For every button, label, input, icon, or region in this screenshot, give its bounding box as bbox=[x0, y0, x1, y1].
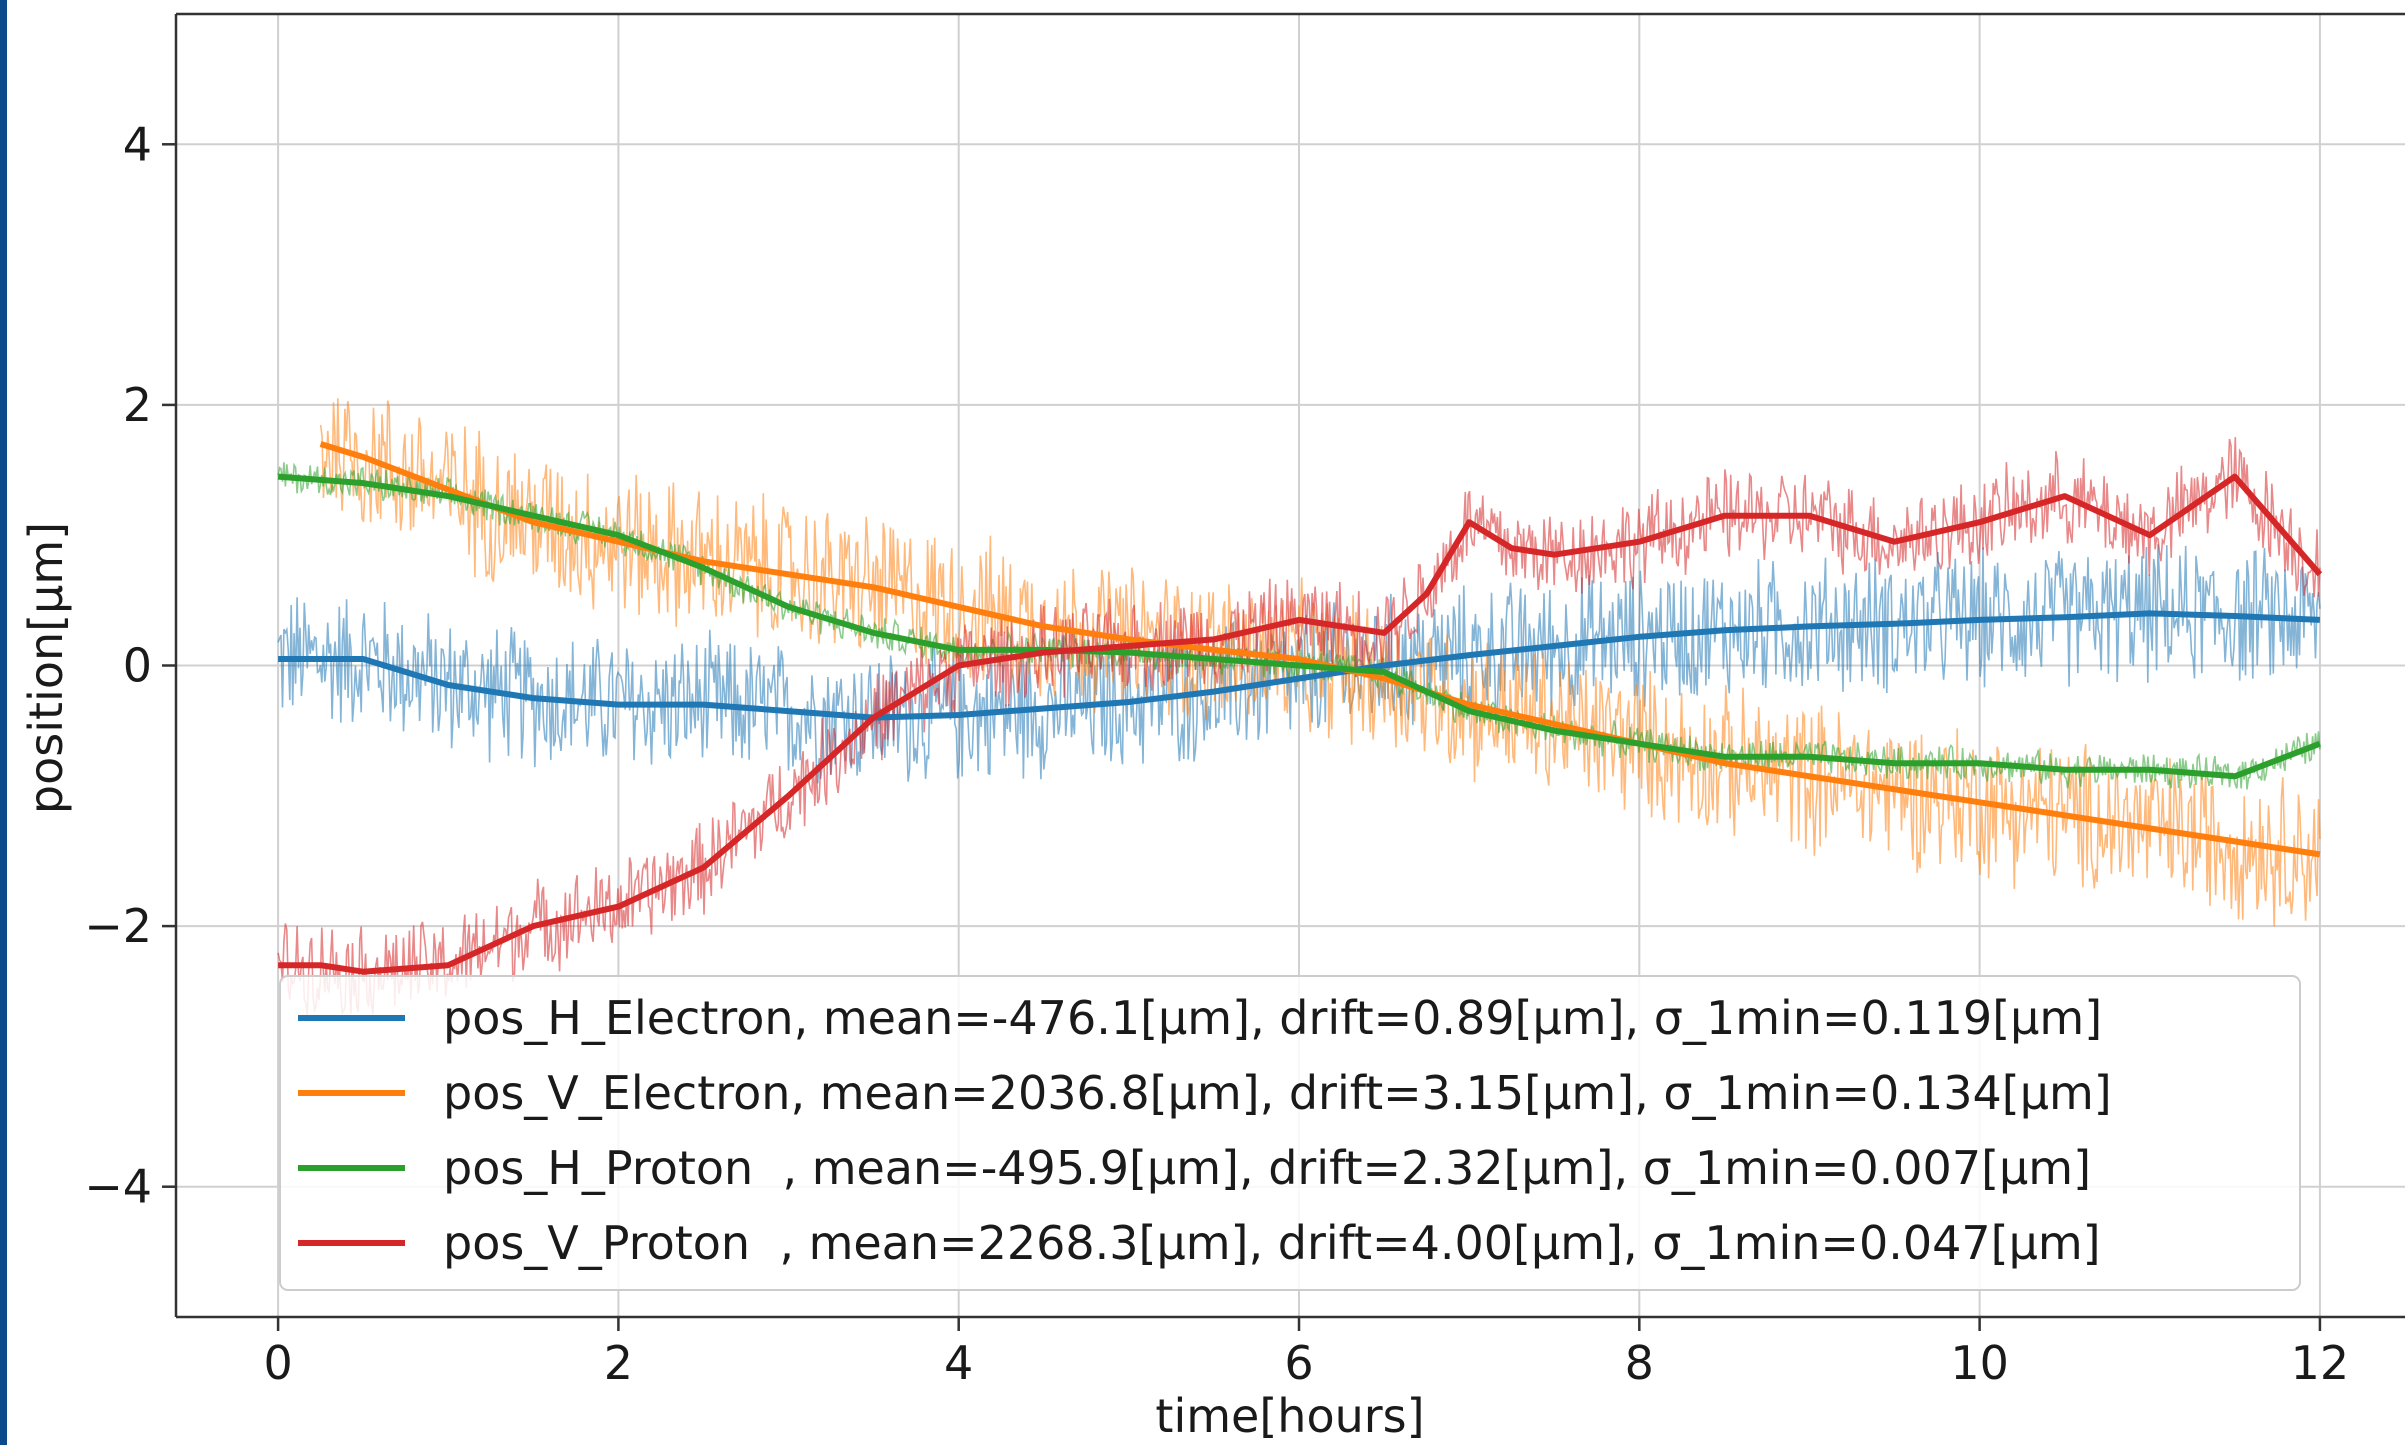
y-axis-label: position[μm] bbox=[19, 522, 73, 814]
series-noise-3 bbox=[277, 437, 2321, 1017]
left-accent-strip bbox=[0, 0, 7, 1445]
y-tick-label: −4 bbox=[84, 1160, 152, 1214]
series-line-0 bbox=[278, 610, 2321, 721]
legend-label-1: pos_V_Electron, mean=2036.8[μm], drift=3… bbox=[443, 1066, 2112, 1120]
x-tick-label: 0 bbox=[263, 1336, 292, 1390]
legend-label-3: pos_V_Proton , mean=2268.3[μm], drift=4.… bbox=[443, 1216, 2101, 1270]
x-tick-label: 8 bbox=[1625, 1336, 1654, 1390]
series-line-3 bbox=[278, 473, 2323, 975]
x-axis-label: time[hours] bbox=[1155, 1389, 1424, 1443]
x-tick-label: 4 bbox=[944, 1336, 973, 1390]
x-tick-label: 12 bbox=[2291, 1336, 2350, 1390]
y-tick-label: −2 bbox=[84, 899, 152, 953]
ticks: 0 2 4 6 8 10 12 −4 −2 0 2 4 bbox=[84, 117, 2349, 1390]
x-tick-label: 10 bbox=[1950, 1336, 2009, 1390]
series-layer bbox=[277, 398, 2323, 1017]
y-tick-label: 2 bbox=[123, 378, 152, 432]
y-tick-label: 4 bbox=[123, 117, 152, 171]
series-line-1 bbox=[319, 441, 2321, 858]
y-tick-label: 0 bbox=[123, 639, 152, 693]
x-tick-label: 6 bbox=[1284, 1336, 1313, 1390]
x-tick-label: 2 bbox=[604, 1336, 633, 1390]
legend-label-0: pos_H_Electron, mean=-476.1[μm], drift=0… bbox=[443, 991, 2102, 1045]
legend: pos_H_Electron, mean=-476.1[μm], drift=0… bbox=[279, 975, 2301, 1291]
legend-label-2: pos_H_Proton , mean=-495.9[μm], drift=2.… bbox=[443, 1141, 2091, 1195]
series-line-2 bbox=[277, 473, 2321, 780]
legend-box bbox=[279, 975, 2301, 1291]
